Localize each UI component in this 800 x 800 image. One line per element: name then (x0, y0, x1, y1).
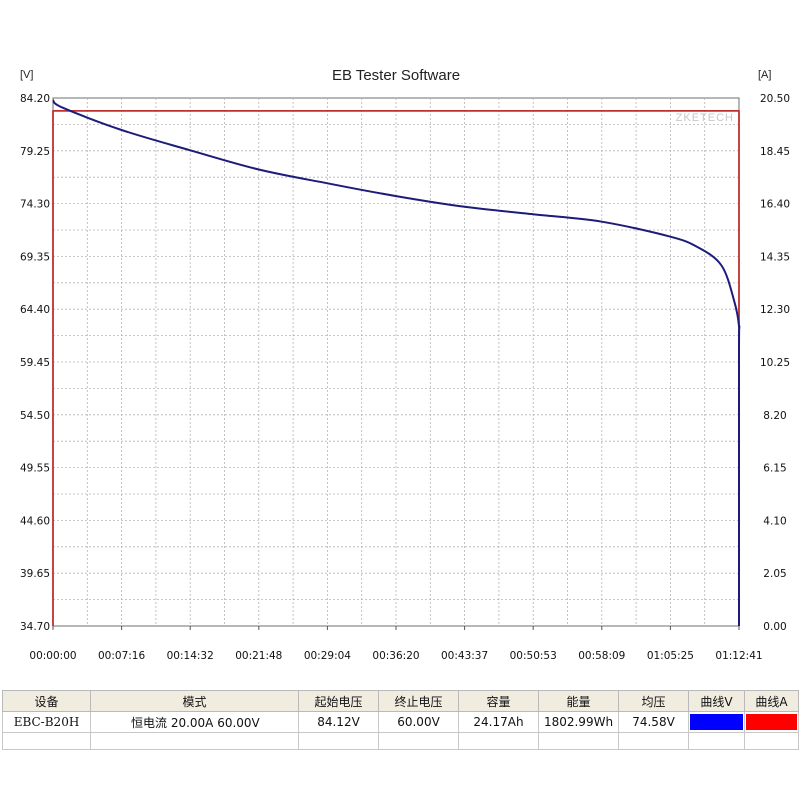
curve-a-color-swatch[interactable] (746, 714, 797, 730)
x-tick-label: 00:29:04 (304, 650, 351, 662)
table-header-row: 设备 模式 起始电压 终止电压 容量 能量 均压 曲线V 曲线A (2, 690, 799, 712)
left-axis-unit: [V] (20, 69, 33, 81)
series-lines (52, 99, 741, 626)
chart-title: EB Tester Software (332, 67, 460, 84)
right-axis-ticks: 20.50 18.45 16.40 14.35 12.30 10.25 8.20 6.15 4.… (760, 93, 790, 633)
x-tick-label: 00:14:32 (167, 650, 214, 662)
y-left-tick-label: 64.40 (20, 304, 50, 316)
discharge-chart: EB Tester Software [V] [A] ZKETECH 84.20… (20, 67, 790, 662)
y-right-tick-label: 2.05 (763, 568, 786, 580)
x-tick-label: 00:58:09 (578, 650, 625, 662)
y-left-tick-label: 44.60 (20, 515, 50, 527)
x-tick-label: 00:43:37 (441, 650, 488, 662)
cell-curve-a[interactable] (744, 711, 799, 733)
x-tick-label: 00:50:53 (510, 650, 557, 662)
x-tick-label: 00:21:48 (235, 650, 282, 662)
cell-curve-v[interactable] (688, 711, 745, 733)
header-energy: 能量 (538, 690, 619, 712)
x-tick-label: 01:12:41 (715, 650, 762, 662)
y-left-tick-label: 54.50 (20, 410, 50, 422)
x-tick-label: 00:00:00 (29, 650, 76, 662)
x-tick-label: 00:07:16 (98, 650, 145, 662)
y-left-tick-label: 74.30 (20, 199, 50, 211)
y-left-tick-label: 84.20 (20, 93, 50, 105)
y-right-tick-label: 16.40 (760, 199, 790, 211)
header-capacity: 容量 (458, 690, 539, 712)
cell-end-voltage: 60.00V (378, 711, 459, 733)
cell-device: EBC-B20H (2, 711, 91, 733)
empty-cell (538, 732, 619, 750)
y-left-tick-label: 49.55 (20, 463, 50, 475)
y-right-tick-label: 20.50 (760, 93, 790, 105)
empty-cell (744, 732, 799, 750)
cell-energy: 1802.99Wh (538, 711, 619, 733)
header-curve-v: 曲线V (688, 690, 745, 712)
right-axis-unit: [A] (758, 69, 771, 81)
y-right-tick-label: 8.20 (763, 410, 786, 422)
y-left-tick-label: 39.65 (20, 568, 50, 580)
watermark: ZKETECH (676, 112, 734, 124)
grid-lines (53, 98, 739, 626)
y-right-tick-label: 10.25 (760, 357, 790, 369)
x-axis-ticks: 00:00:00 00:07:16 00:14:32 00:21:48 00:29:04… (29, 626, 763, 662)
table-empty-row (2, 732, 799, 750)
empty-cell (688, 732, 745, 750)
header-mode: 模式 (90, 690, 299, 712)
cell-avg-voltage: 74.58V (618, 711, 689, 733)
curve-v-color-swatch[interactable] (690, 714, 743, 730)
y-right-tick-label: 4.10 (763, 515, 786, 527)
empty-cell (378, 732, 459, 750)
results-table: 设备 模式 起始电压 终止电压 容量 能量 均压 曲线V 曲线A EBC-B20… (2, 690, 799, 750)
header-avg-voltage: 均压 (618, 690, 689, 712)
header-device: 设备 (2, 690, 91, 712)
empty-cell (90, 732, 299, 750)
y-left-tick-label: 59.45 (20, 357, 50, 369)
empty-cell (298, 732, 379, 750)
y-left-tick-label: 34.70 (20, 621, 50, 633)
header-start-voltage: 起始电压 (298, 690, 379, 712)
cell-mode: 恒电流 20.00A 60.00V (90, 711, 299, 733)
cell-start-voltage: 84.12V (298, 711, 379, 733)
x-tick-label: 01:05:25 (647, 650, 694, 662)
cell-capacity: 24.17Ah (458, 711, 539, 733)
y-left-tick-label: 69.35 (20, 251, 50, 263)
y-right-tick-label: 14.35 (760, 251, 790, 263)
y-right-tick-label: 0.00 (763, 621, 786, 633)
x-tick-label: 00:36:20 (372, 650, 419, 662)
table-row[interactable]: EBC-B20H 恒电流 20.00A 60.00V 84.12V 60.00V… (2, 711, 799, 733)
header-curve-a: 曲线A (744, 690, 799, 712)
y-left-tick-label: 79.25 (20, 146, 50, 158)
voltage-curve (52, 99, 741, 626)
header-end-voltage: 终止电压 (378, 690, 459, 712)
y-right-tick-label: 12.30 (760, 304, 790, 316)
empty-cell (458, 732, 539, 750)
empty-cell (618, 732, 689, 750)
empty-cell (2, 732, 91, 750)
y-right-tick-label: 6.15 (763, 463, 786, 475)
left-axis-ticks: 84.20 79.25 74.30 69.35 64.40 59.45 54.50 49.55… (20, 93, 50, 633)
y-right-tick-label: 18.45 (760, 146, 790, 158)
